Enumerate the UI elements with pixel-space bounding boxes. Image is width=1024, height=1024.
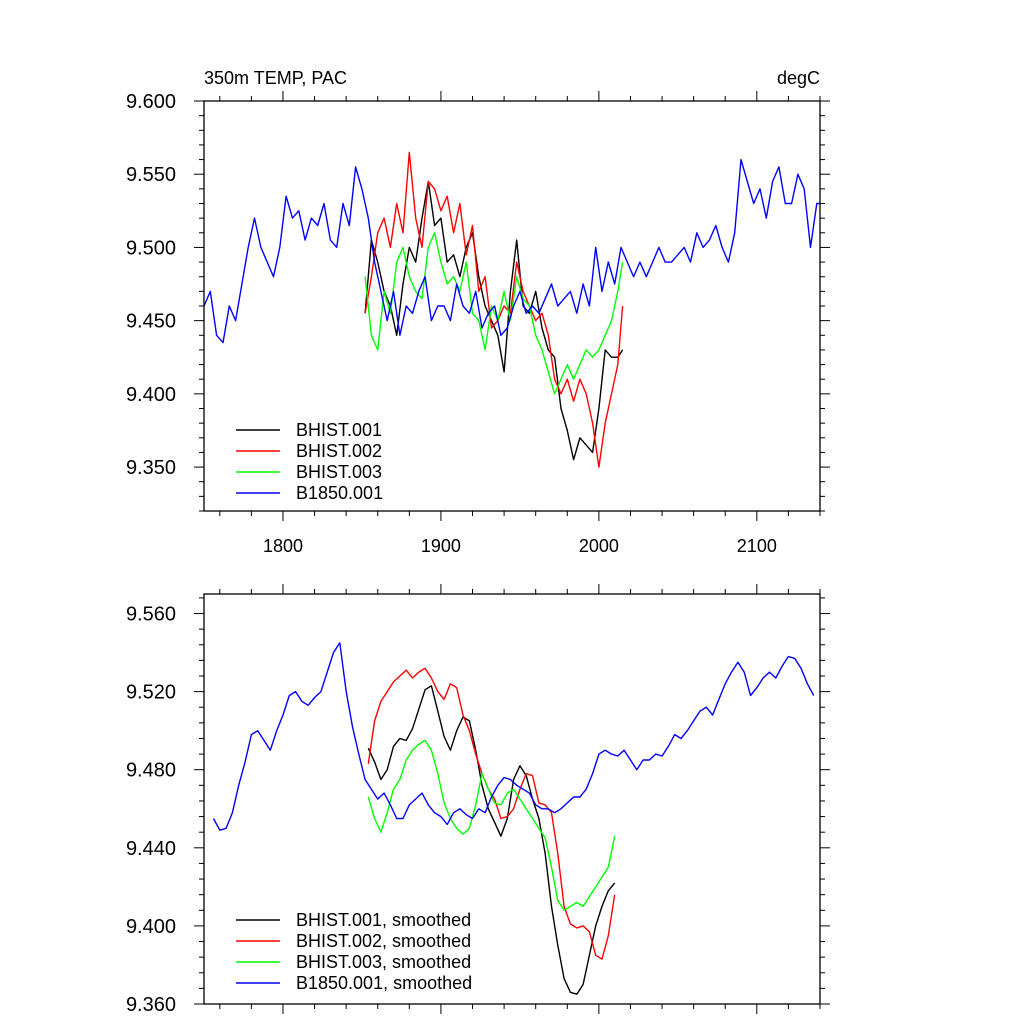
y-tick-label: 9.440 xyxy=(126,838,176,860)
y-tick-label: 9.350 xyxy=(126,457,176,479)
y-tick-label: 9.480 xyxy=(126,760,176,782)
series-line xyxy=(367,667,616,960)
top-panel-title-right: degC xyxy=(777,68,820,88)
legend-label: BHIST.002 xyxy=(296,441,382,461)
series-line xyxy=(367,739,616,911)
bottom-panel: 9.360 9.400 9.440 9.480 9.520 9.560 BHIST.001,… xyxy=(126,584,830,1016)
legend-label: BHIST.003, smoothed xyxy=(296,952,471,972)
series-line xyxy=(212,642,815,831)
y-tick-label: 9.560 xyxy=(126,604,176,626)
top-panel-title-left: 350m TEMP, PAC xyxy=(204,68,347,88)
series-line xyxy=(364,151,624,468)
legend-label: B1850.001, smoothed xyxy=(296,973,472,993)
bottom-panel-marks: 9.360 9.400 9.440 9.480 9.520 9.560 BHIST.001,… xyxy=(126,584,830,1016)
y-tick-label: 9.500 xyxy=(126,237,176,259)
top-panel: 350m TEMP, PAC degC 1800 1900 2000 2100 9.35… xyxy=(126,68,830,556)
x-tick-label: 2000 xyxy=(579,536,619,556)
legend-label: BHIST.003 xyxy=(296,462,382,482)
y-tick-label: 9.400 xyxy=(126,916,176,938)
y-tick-label: 9.360 xyxy=(126,994,176,1016)
legend-label: BHIST.002, smoothed xyxy=(296,931,471,951)
series-line xyxy=(367,685,616,995)
top-panel-marks: 1800 1900 2000 2100 9.350 9.400 9.450 9.500 9.55… xyxy=(126,91,830,556)
top-panel-frame xyxy=(203,100,821,512)
legend-label: B1850.001 xyxy=(296,483,383,503)
series-line xyxy=(203,158,820,344)
y-tick-label: 9.520 xyxy=(126,682,176,704)
x-tick-label: 1900 xyxy=(421,536,461,556)
y-tick-label: 9.600 xyxy=(126,91,176,113)
legend-label: BHIST.001 xyxy=(296,420,382,440)
bottom-panel-frame xyxy=(203,593,821,1005)
x-tick-label: 2100 xyxy=(737,536,777,556)
x-tick-label: 1800 xyxy=(263,536,303,556)
y-tick-label: 9.550 xyxy=(126,164,176,186)
series-line xyxy=(364,180,624,461)
legend-label: BHIST.001, smoothed xyxy=(296,910,471,930)
y-tick-label: 9.450 xyxy=(126,311,176,333)
y-tick-label: 9.400 xyxy=(126,384,176,406)
series-line xyxy=(364,232,624,395)
